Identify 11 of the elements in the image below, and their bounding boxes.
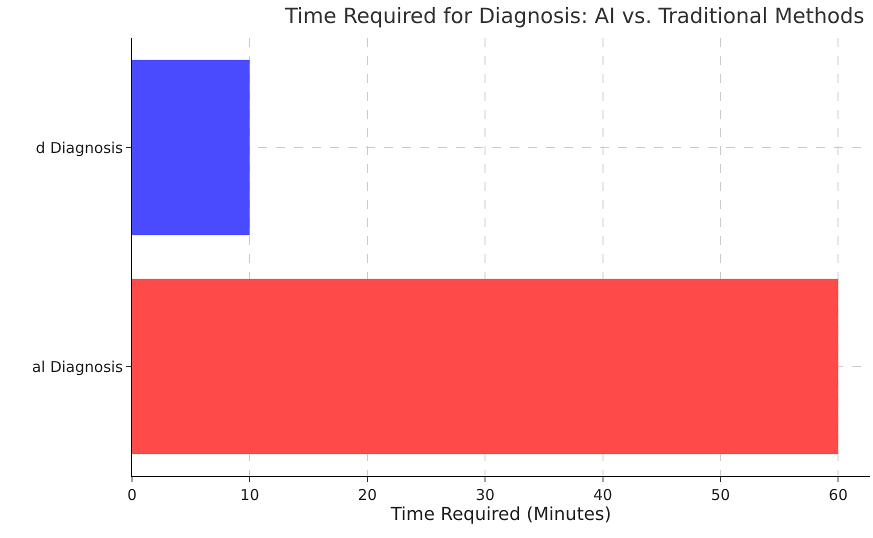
x-tick-label: 60 [828, 486, 848, 504]
y-tick-label: d Diagnosis [36, 138, 124, 157]
x-axis-title: Time Required (Minutes) [390, 504, 612, 525]
x-tick-label: 10 [240, 486, 260, 504]
chart-title: Time Required for Diagnosis: AI vs. Traditional Methods [284, 4, 864, 28]
x-tick-label: 40 [593, 486, 612, 504]
x-tick-label: 50 [710, 486, 730, 504]
x-tick-label: 20 [358, 486, 377, 504]
y-tick-label: al Diagnosis [32, 358, 124, 376]
x-tick-label: 30 [476, 486, 495, 504]
x-tick-label: 0 [127, 486, 137, 504]
